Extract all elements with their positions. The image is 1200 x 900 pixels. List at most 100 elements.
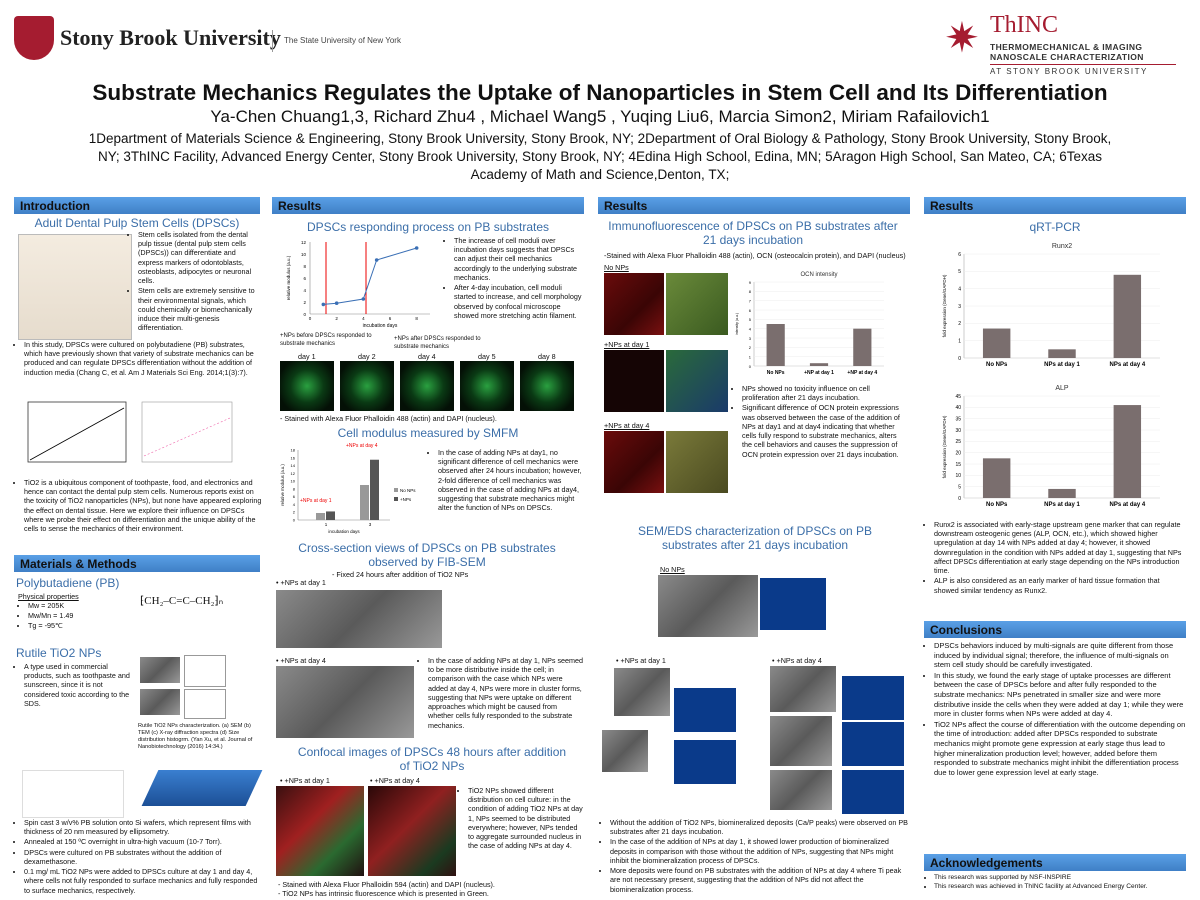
if-b2: Significant difference of OCN protein ex… xyxy=(742,403,908,458)
fib-day4-text: +NPs at day 4 xyxy=(280,656,326,665)
intro-bullets-a: Stem cells isolated from the dental pulp… xyxy=(128,230,262,333)
fib-day4-label: • +NPs at day 4 xyxy=(276,656,326,665)
resp-b2: After 4-day incubation, cell moduli star… xyxy=(454,283,584,320)
thinc-line1: THERMOMECHANICAL & IMAGING xyxy=(990,42,1143,52)
smfm-bar xyxy=(316,513,325,520)
sbu-name: Stony Brook University xyxy=(60,25,281,50)
plot-a-fit xyxy=(29,407,125,461)
sbu-logo xyxy=(14,16,54,60)
y-tick-label: 0 xyxy=(749,364,752,369)
confocal-text: TiO2 NPs showed different distribution o… xyxy=(458,786,584,852)
pb-pdi: Mw/Mn = 1.49 xyxy=(28,611,128,620)
sem-b2: In the case of the addition of NPs at da… xyxy=(610,837,912,865)
sem-b3: More deposits were found on PB substrate… xyxy=(610,866,912,894)
if-subtitle: Immunofluorescence of DPSCs on PB substr… xyxy=(608,219,898,247)
y-tick-label: 45 xyxy=(955,394,961,400)
plot-a-frame xyxy=(27,401,127,463)
responding-bullets: The increase of cell moduli over incubat… xyxy=(444,236,584,321)
y-tick-label: 30 xyxy=(955,428,961,434)
fib-image-day4 xyxy=(276,666,414,738)
sem-day4-text: +NPs at day 4 xyxy=(776,656,822,665)
if-day1-label: +NPs at day 1 xyxy=(604,340,650,349)
conf-b1: TiO2 NPs showed different distribution o… xyxy=(468,786,584,851)
y-tick-label: 4 xyxy=(958,286,961,292)
confocal-day1 xyxy=(276,786,364,876)
plot-b-frame xyxy=(141,401,233,463)
tio2-sem-a xyxy=(140,657,180,683)
x-tick-label: No NPs xyxy=(767,370,785,376)
confocal-day4 xyxy=(368,786,456,876)
y-tick-label: 15 xyxy=(955,462,961,468)
y-tick-label: 3 xyxy=(749,336,752,341)
tio2-caption: Rutile TiO2 NPs characterization. (a) SE… xyxy=(138,723,253,751)
pb-wafer-diagram xyxy=(141,770,263,806)
concl-c3: TiO2 NPs affect the course of differenti… xyxy=(934,720,1186,778)
legend-swatch xyxy=(394,497,398,501)
intro-b4: TiO2 is a ubiquitous component of toothp… xyxy=(24,478,262,533)
y-tick-label: 10 xyxy=(955,473,961,479)
if-day4-merge xyxy=(666,431,728,493)
modulus-point xyxy=(334,301,339,305)
if-day1-merge xyxy=(666,350,728,412)
qpcr-subtitle: qRT-PCR xyxy=(1029,220,1081,234)
ocn-chart: OCN intensity 0 1 2 3 4 5 6 7 8 9 No NPs +NP at day … xyxy=(735,272,884,376)
intro-header: Introduction xyxy=(14,197,260,214)
intro-bullets-c: TiO2 is a ubiquitous component of toothp… xyxy=(14,478,262,534)
m-b2: Annealed at 150 ºC overnight in ultra-hi… xyxy=(24,837,262,846)
stain-1-text: Stained with Alexa Fluor Phalloidin 488 … xyxy=(284,414,497,423)
data-bar xyxy=(809,363,829,366)
if-bullets: NPs showed no toxicity influence on cell… xyxy=(732,384,908,460)
smfm-bar xyxy=(326,511,335,520)
day-label: day 5 xyxy=(478,352,496,361)
x-tick-label: +NP at day 1 xyxy=(804,370,834,376)
smfm-subtitle: Cell modulus measured by SMFM xyxy=(337,426,519,440)
sem-subtitle: SEM/EDS characterization of DPSCs on PB … xyxy=(637,524,873,552)
fib-note: - Fixed 24 hours after addition of TiO2 … xyxy=(332,570,469,579)
confocal-day-image xyxy=(460,361,514,411)
smfm-text: In the case of adding NPs at day1, no si… xyxy=(428,448,584,514)
stain-2-text: Stained with Alexa Fluor Phalloidin 594 … xyxy=(282,880,495,889)
if-no-nps-label: No NPs xyxy=(604,263,629,272)
concl-c2: In this study, we found the early stage … xyxy=(934,671,1186,719)
y-tick-label: 25 xyxy=(955,439,961,445)
responding-subtitle: DPSCs responding process on PB substrate… xyxy=(306,220,550,234)
stain-2: - Stained with Alexa Fluor Phalloidin 59… xyxy=(278,880,495,889)
sem-day4-image-a xyxy=(770,666,836,712)
y-tick-label: 5 xyxy=(958,269,961,275)
thinc-logo-star: ✷ xyxy=(944,14,980,61)
y-tick-label: 0 xyxy=(958,496,961,502)
smfm-b1: In the case of adding NPs at day1, no si… xyxy=(438,448,584,513)
y-axis-label: relative modulus (a.u.) xyxy=(286,255,291,300)
x-tick-label: 4 xyxy=(362,316,365,321)
day-label: day 1 xyxy=(298,352,316,361)
fib-image-day1 xyxy=(276,590,442,648)
confocal-day-image xyxy=(280,361,334,411)
modulus-point xyxy=(374,258,379,262)
sbu-divider xyxy=(272,30,273,52)
methods-bullets: Spin cast 3 w/v% PB solution onto Si waf… xyxy=(14,818,262,896)
intro-bullets-b: In this study, DPSCs were cultured on po… xyxy=(14,340,262,378)
y-tick-label: 2 xyxy=(958,321,961,327)
y-axis-label: intensity (a.u.) xyxy=(735,313,739,335)
data-bar xyxy=(853,328,872,366)
y-tick-label: 4 xyxy=(749,326,752,331)
chart-title: OCN intensity xyxy=(800,272,837,278)
y-tick-label: 2 xyxy=(749,345,752,350)
y-tick-label: 10 xyxy=(291,479,296,484)
x-tick-label: NPs at day 1 xyxy=(1044,362,1080,368)
y-tick-label: 20 xyxy=(955,450,961,456)
x-tick-label: 3 xyxy=(369,522,372,527)
eds-day4-b xyxy=(842,722,904,766)
fib-note-text: Fixed 24 hours after addition of TiO2 NP… xyxy=(336,570,469,579)
y-axis-label: fold expression (Gene/GAPDH) xyxy=(942,274,947,337)
data-bar xyxy=(1048,488,1076,498)
thinc-bar xyxy=(990,64,1176,65)
concl-c1: DPSCs behaviors induced by multi-signals… xyxy=(934,641,1186,670)
eds-day4-a xyxy=(842,676,904,720)
y-tick-label: 6 xyxy=(293,494,296,499)
y-tick-label: 18 xyxy=(291,448,296,453)
annotation-day1: +NPs at day 1 xyxy=(300,498,332,504)
confocal-day-image xyxy=(340,361,394,411)
pb-mw: Mw = 205K xyxy=(28,601,128,610)
x-tick-label: 6 xyxy=(389,316,392,321)
